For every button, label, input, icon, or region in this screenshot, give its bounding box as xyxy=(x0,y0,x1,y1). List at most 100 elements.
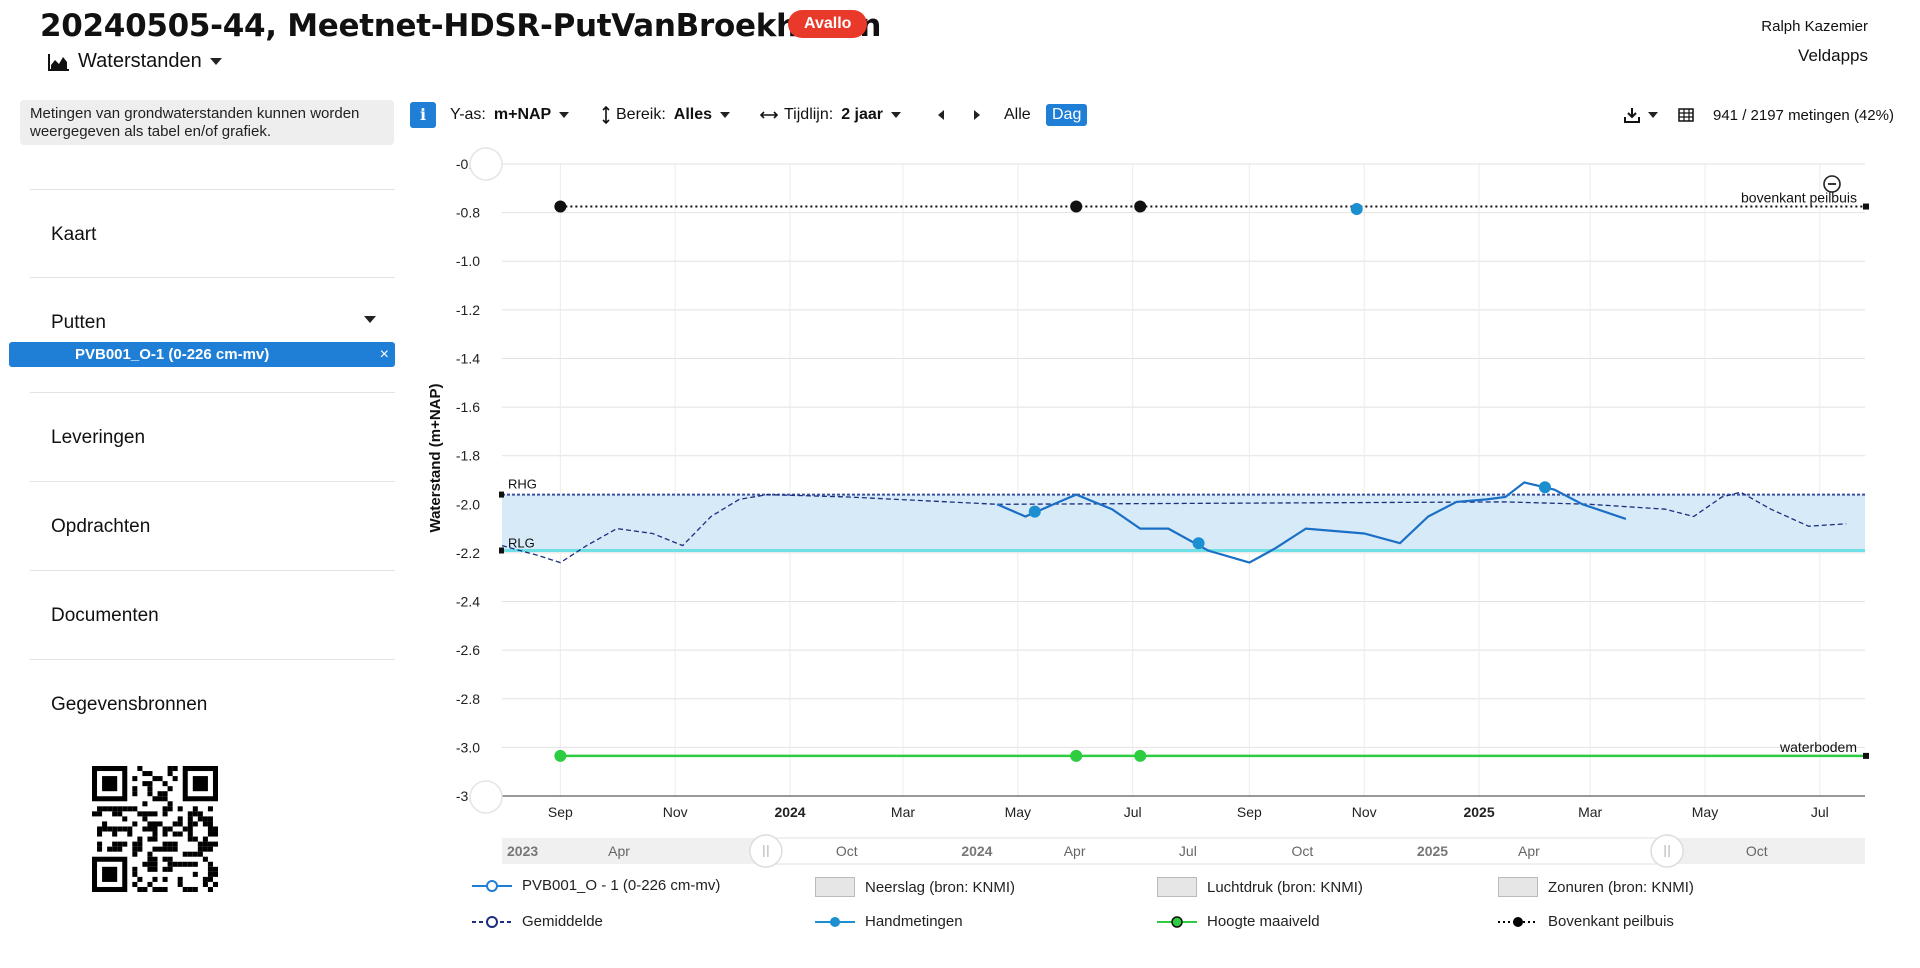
qr-module xyxy=(152,876,158,882)
y-tick-label: -1.8 xyxy=(456,448,480,464)
bovenkant-peilbuis-label: bovenkant peilbuis xyxy=(1741,190,1857,206)
x-tick-label: Jul xyxy=(1124,804,1142,820)
zoom-handle-bottom[interactable] xyxy=(469,780,503,814)
legend-item[interactable]: Zonuren (bron: KNMI) xyxy=(1498,877,1694,897)
qr-module xyxy=(202,816,208,822)
legend-item[interactable]: Luchtdruk (bron: KNMI) xyxy=(1157,877,1363,897)
y-axis-select[interactable]: Y-as: m+NAP xyxy=(450,102,570,128)
info-button[interactable]: i xyxy=(410,102,436,128)
qr-module xyxy=(187,821,193,827)
rhg-label: RHG xyxy=(508,477,537,492)
qr-module xyxy=(187,811,193,817)
legend-label: Gemiddelde xyxy=(522,913,603,930)
qr-module xyxy=(132,851,138,857)
timeline-select[interactable]: Tijdlijn: 2 jaar xyxy=(760,102,902,128)
chevron-right-icon xyxy=(974,110,980,120)
y-tick-label: -2.8 xyxy=(456,691,480,707)
chart-axes: -0.6-0.8-1.0-1.2-1.4-1.6-1.8-2.0-2.2-2.4… xyxy=(456,156,1865,820)
sidebar-item-opdrachten[interactable]: Opdrachten xyxy=(30,481,395,570)
qr-module xyxy=(162,791,168,797)
qr-module xyxy=(202,881,208,887)
qr-module xyxy=(152,776,158,782)
qr-module xyxy=(177,816,183,822)
qr-module xyxy=(177,861,183,867)
navigator-handle[interactable] xyxy=(749,834,783,868)
qr-module xyxy=(167,841,173,847)
qr-module xyxy=(167,826,173,832)
qr-module xyxy=(177,821,183,827)
legend-item[interactable]: Bovenkant peilbuis xyxy=(1498,913,1674,930)
water-level-chart[interactable]: -0.6-0.8-1.0-1.2-1.4-1.6-1.8-2.0-2.2-2.4… xyxy=(400,140,1920,968)
qr-module xyxy=(142,811,148,817)
qr-module xyxy=(162,876,168,882)
app-name[interactable]: Veldapps xyxy=(1798,46,1868,65)
qr-module xyxy=(207,876,213,882)
navigator-label: Oct xyxy=(836,843,858,859)
user-name[interactable]: Ralph Kazemier xyxy=(1761,18,1868,35)
day-button[interactable]: Dag xyxy=(1046,104,1088,126)
legend-item[interactable]: Handmetingen xyxy=(815,913,963,930)
qr-module xyxy=(132,881,138,887)
navigator-selection[interactable] xyxy=(765,837,1668,865)
qr-module xyxy=(212,831,218,837)
qr-module xyxy=(202,856,208,862)
qr-module xyxy=(162,886,168,892)
x-tick-label: Nov xyxy=(663,804,688,820)
sidebar-item-kaart[interactable]: Kaart xyxy=(30,189,395,277)
legend-item[interactable]: Hoogte maaiveld xyxy=(1157,913,1320,930)
sidebar-item-gegevensbronnen[interactable]: Gegevensbronnen xyxy=(30,659,395,729)
qr-module xyxy=(167,846,173,852)
legend-item[interactable]: Gemiddelde xyxy=(472,913,603,930)
qr-module xyxy=(207,816,213,822)
sidebar-item-leveringen[interactable]: Leveringen xyxy=(30,392,395,481)
zoom-out-button[interactable] xyxy=(1823,175,1841,193)
qr-module xyxy=(182,851,188,857)
qr-module xyxy=(172,846,178,852)
legend-box-icon xyxy=(815,877,855,897)
qr-module xyxy=(147,866,153,872)
navigator-handle[interactable] xyxy=(1650,834,1684,868)
handmeting-point[interactable] xyxy=(1028,505,1041,518)
selected-put-chip[interactable]: PVB001_O-1 (0-226 cm-mv) × xyxy=(9,342,395,367)
sidebar-item-putten[interactable]: Putten xyxy=(30,277,395,392)
download-dropdown[interactable] xyxy=(1624,102,1658,128)
handmeting-point[interactable] xyxy=(1350,202,1363,215)
qr-module xyxy=(127,826,133,832)
previous-button[interactable] xyxy=(938,102,944,128)
qr-finder xyxy=(192,776,208,792)
zoom-handle-top[interactable] xyxy=(469,147,503,181)
sidebar-item-label: Gegevensbronnen xyxy=(51,694,208,715)
next-button[interactable] xyxy=(974,102,980,128)
qr-module xyxy=(187,831,193,837)
qr-module xyxy=(132,841,138,847)
qr-module xyxy=(152,826,158,832)
qr-module xyxy=(172,831,178,837)
qr-module xyxy=(152,861,158,867)
time-navigator[interactable]: 2023 Apr Oct 2024 Apr Jul Oct 2025 Apr Oct xyxy=(502,834,1865,868)
close-icon[interactable]: × xyxy=(379,346,389,363)
legend-item[interactable]: Neerslag (bron: KNMI) xyxy=(815,877,1015,897)
range-select[interactable]: Bereik: Alles xyxy=(602,102,731,128)
qr-module xyxy=(142,781,148,787)
qr-module xyxy=(162,781,168,787)
qr-module xyxy=(147,781,153,787)
qr-module xyxy=(162,866,168,872)
chevron-down-icon xyxy=(559,112,570,118)
legend-item[interactable]: PVB001_O - 1 (0-226 cm-mv) xyxy=(472,877,720,894)
info-note: Metingen van grondwaterstanden kunnen wo… xyxy=(20,100,394,145)
legend-label: Bovenkant peilbuis xyxy=(1548,913,1674,930)
all-button[interactable]: Alle xyxy=(1004,106,1031,123)
qr-module xyxy=(197,841,203,847)
table-view-button[interactable] xyxy=(1678,102,1694,128)
qr-module xyxy=(92,811,98,817)
handmeting-point[interactable] xyxy=(1538,481,1551,494)
qr-module xyxy=(172,776,178,782)
chevron-down-icon[interactable] xyxy=(364,316,376,323)
timeline-value: 2 jaar xyxy=(841,106,884,123)
sidebar-item-documenten[interactable]: Documenten xyxy=(30,570,395,659)
qr-module xyxy=(147,856,153,862)
view-dropdown[interactable]: Waterstanden xyxy=(48,50,222,73)
qr-module xyxy=(122,806,128,812)
legend-box-icon xyxy=(1498,877,1538,897)
handmeting-point[interactable] xyxy=(1192,537,1205,550)
